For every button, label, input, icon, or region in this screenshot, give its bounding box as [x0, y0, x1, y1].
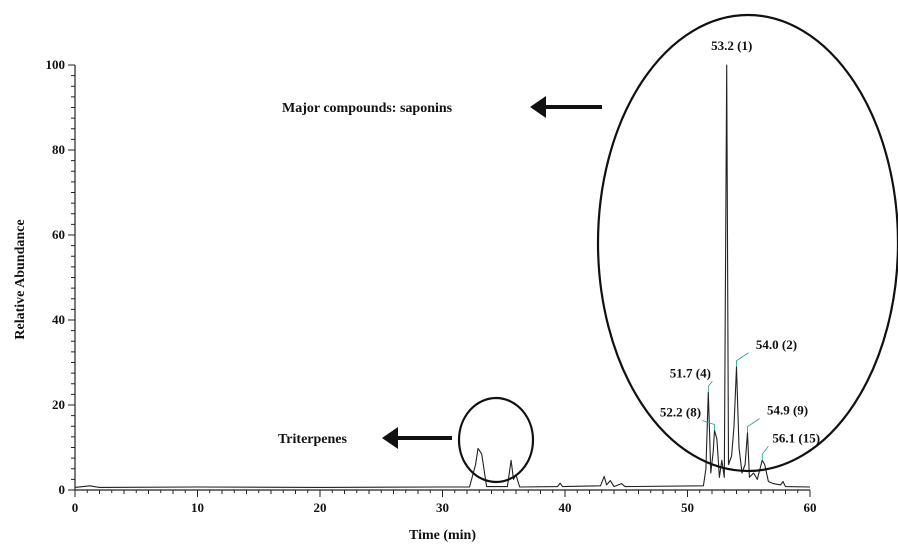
saponins-annotation: Major compounds: saponins — [282, 101, 453, 116]
y-tick-label: 80 — [52, 142, 65, 157]
peak-leader-line — [736, 352, 749, 367]
peak-label: 52.2 (8) — [660, 405, 701, 420]
x-tick-label: 10 — [191, 500, 204, 515]
peak-leader-line — [761, 446, 769, 461]
peak-labels: 53.2 (1) 54.0 (2) 51.7 (4) 52.2 (8) 54.9 (9)… — [660, 38, 820, 461]
x-tick-label: 0 — [72, 500, 79, 515]
peak-leader-line — [702, 420, 715, 431]
peak-label: 54.9 (9) — [767, 403, 808, 418]
axes: 0 10 20 30 40 50 60 0 20 40 60 80 100 — [46, 57, 817, 515]
triterpenes-arrow-icon — [382, 427, 452, 449]
y-tick-label: 100 — [46, 57, 66, 72]
y-tick-label: 20 — [52, 397, 65, 412]
y-axis-title: Relative Abundance — [13, 219, 28, 339]
y-tick-label: 0 — [59, 482, 66, 497]
peak-label: 56.1 (15) — [772, 430, 820, 445]
chromatogram-trace — [74, 64, 811, 488]
x-tick-label: 60 — [804, 500, 817, 515]
series-layer — [74, 64, 811, 488]
y-tick-label: 40 — [52, 312, 65, 327]
x-tick-label: 50 — [681, 500, 694, 515]
y-tick-label: 60 — [52, 227, 65, 242]
peak-label: 54.0 (2) — [756, 337, 797, 352]
saponins-ellipse — [596, 13, 898, 473]
peak-label: 51.7 (4) — [670, 365, 711, 380]
saponins-arrow-icon — [530, 96, 602, 118]
x-tick-label: 30 — [436, 500, 449, 515]
x-axis-title: Time (min) — [409, 528, 476, 543]
peak-label: 53.2 (1) — [711, 38, 752, 53]
peak-leader-line — [747, 418, 760, 433]
triterpenes-ellipse — [457, 396, 535, 484]
x-tick-label: 40 — [559, 500, 572, 515]
triterpenes-annotation: Triterpenes — [278, 432, 347, 447]
x-tick-label: 20 — [314, 500, 327, 515]
peak-leader-line — [707, 381, 713, 393]
annotations: Major compounds: saponins Triterpenes — [278, 13, 898, 484]
